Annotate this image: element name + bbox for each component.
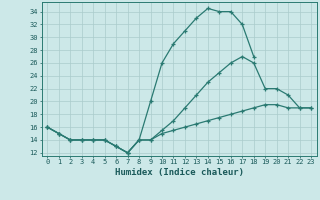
X-axis label: Humidex (Indice chaleur): Humidex (Indice chaleur) [115,168,244,177]
